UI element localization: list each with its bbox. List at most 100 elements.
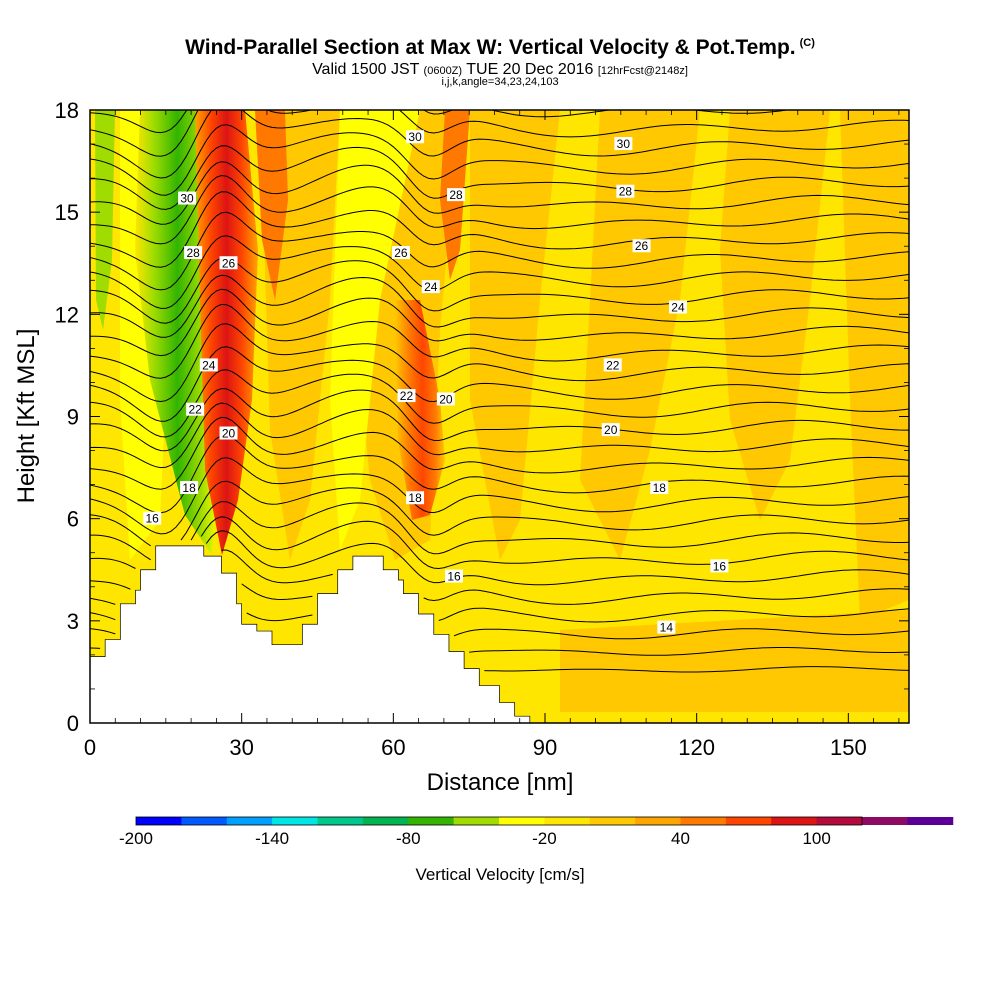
velocity-band xyxy=(560,610,909,712)
velocity-band xyxy=(840,110,909,620)
theta-label: 28 xyxy=(447,188,466,202)
svg-text:30: 30 xyxy=(408,130,422,144)
svg-text:18: 18 xyxy=(653,481,667,495)
theta-contour-line xyxy=(90,274,909,338)
theta-contour-line xyxy=(90,235,909,309)
svg-text:30: 30 xyxy=(617,137,631,151)
theta-label: 28 xyxy=(184,246,203,260)
colorbar-tick-label: -80 xyxy=(396,829,421,848)
colorbar-swatch xyxy=(317,817,364,825)
svg-text:30: 30 xyxy=(180,192,194,206)
theta-contour-line xyxy=(90,124,909,196)
x-axis-label: Distance [nm] xyxy=(427,769,574,796)
colorbar-swatch xyxy=(589,817,636,825)
theta-label: 16 xyxy=(143,511,162,526)
colorbar-swatch xyxy=(544,817,591,825)
colorbar-swatch xyxy=(362,817,409,825)
valid-date: TUE 20 Dec 2016 xyxy=(466,61,594,78)
copyright-mark: (C) xyxy=(799,37,815,49)
colorbar-swatch xyxy=(816,817,863,825)
theta-contour-line xyxy=(90,612,909,640)
section-indices: i,j,k,angle=34,23,24,103 xyxy=(441,76,559,88)
theta-label: 14 xyxy=(657,620,676,635)
svg-text:24: 24 xyxy=(424,280,438,294)
svg-text:24: 24 xyxy=(202,358,216,372)
theta-label: 26 xyxy=(391,246,410,260)
svg-text:22: 22 xyxy=(606,358,620,372)
x-tick-label: 90 xyxy=(533,735,557,760)
colorbar-tick-label: -200 xyxy=(119,829,153,848)
svg-text:28: 28 xyxy=(186,246,200,260)
theta-contour-line xyxy=(90,323,909,403)
updraft-region xyxy=(395,300,445,520)
chart-subtitle: Valid 1500 JST (0600Z) TUE 20 Dec 2016 [… xyxy=(0,61,1000,79)
svg-text:28: 28 xyxy=(619,185,633,199)
title-text: Wind-Parallel Section at Max W: Vertical… xyxy=(185,36,796,59)
theta-label: 30 xyxy=(614,137,633,151)
svg-text:16: 16 xyxy=(713,559,727,573)
x-tick-label: 0 xyxy=(84,735,96,760)
y-tick-label: 6 xyxy=(67,507,79,532)
theta-label: 26 xyxy=(219,256,238,270)
svg-text:18: 18 xyxy=(182,481,196,495)
theta-contour-line xyxy=(90,501,909,561)
theta-contour-line xyxy=(90,457,909,535)
theta-contour-line xyxy=(484,666,909,673)
utc-time: (0600Z) xyxy=(423,65,463,77)
colorbar-swatch xyxy=(272,817,318,825)
theta-label: 20 xyxy=(219,426,238,441)
svg-text:22: 22 xyxy=(188,403,202,417)
svg-text:28: 28 xyxy=(449,188,463,202)
theta-label: 30 xyxy=(406,130,425,144)
theta-contour-line xyxy=(90,174,909,245)
x-tick-label: 150 xyxy=(830,735,867,760)
svg-text:18: 18 xyxy=(408,491,422,505)
theta-contour-line xyxy=(90,647,909,656)
theta-contour-line xyxy=(90,416,909,490)
y-axis: 0 3 6 9 12 15 18 xyxy=(55,98,909,736)
svg-text:16: 16 xyxy=(146,512,160,526)
theta-contour-line xyxy=(90,388,909,452)
velocity-band xyxy=(330,110,420,550)
y-tick-label: 3 xyxy=(67,609,79,634)
theta-contours xyxy=(90,110,909,673)
svg-text:16: 16 xyxy=(447,570,461,584)
theta-label: 22 xyxy=(186,402,205,417)
plot-area: 14 16 16 16 18 18 18 20 20 20 22 22 22 24 24 24 26 26 26 28… xyxy=(90,110,909,723)
chart-title: Wind-Parallel Section at Max W: Vertical… xyxy=(0,36,1000,60)
colorbar-tick-label: 100 xyxy=(802,829,830,848)
theta-contour-labels: 14 16 16 16 18 18 18 20 20 20 22 22 22 24 24 24 26 26 26 28… xyxy=(143,130,729,635)
svg-text:26: 26 xyxy=(635,239,649,253)
svg-text:20: 20 xyxy=(222,427,236,441)
x-tick-label: 30 xyxy=(229,735,253,760)
theta-contour-line xyxy=(90,480,909,547)
y-tick-label: 15 xyxy=(55,200,79,225)
colorbar-swatch xyxy=(453,817,500,825)
svg-text:26: 26 xyxy=(394,246,408,260)
theta-contour-line xyxy=(90,288,909,357)
theta-contour-line xyxy=(90,303,909,379)
theta-label: 18 xyxy=(180,481,199,495)
svg-text:24: 24 xyxy=(671,301,685,315)
theta-contour-line xyxy=(90,145,909,210)
theta-contour-line xyxy=(90,549,909,605)
theta-label: 26 xyxy=(632,239,651,253)
theta-contour-line xyxy=(90,583,909,623)
colorbar-swatch xyxy=(907,817,954,825)
colorbar-swatch xyxy=(862,817,908,825)
y-axis-label: Height [Kft MSL] xyxy=(13,329,40,504)
theta-contour-line xyxy=(90,211,909,291)
theta-label: 18 xyxy=(650,481,669,495)
colorbar-tick-label: -20 xyxy=(532,829,557,848)
y-tick-label: 12 xyxy=(55,302,79,327)
x-tick-label: 60 xyxy=(381,735,405,760)
updraft-region xyxy=(255,110,288,300)
colorbar-swatch xyxy=(226,817,273,825)
theta-label: 24 xyxy=(421,280,440,294)
theta-label: 30 xyxy=(178,191,197,206)
colorbar-title: Vertical Velocity [cm/s] xyxy=(415,865,584,884)
colorbar-frame xyxy=(135,816,863,826)
velocity-band xyxy=(580,110,700,560)
velocity-band xyxy=(720,110,830,520)
